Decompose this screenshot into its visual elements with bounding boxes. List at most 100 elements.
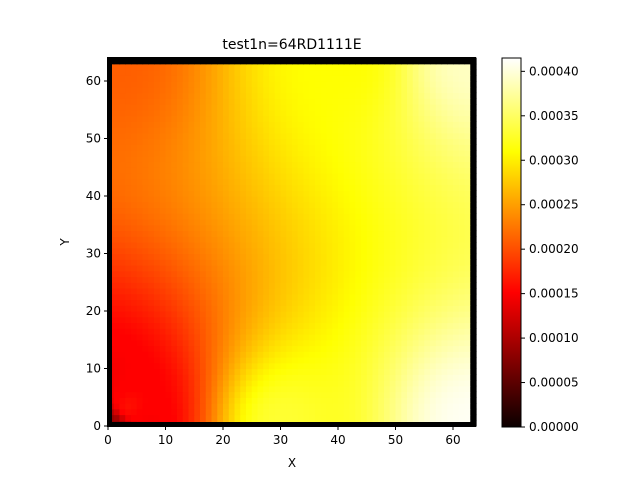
- heatmap-cell: [424, 334, 431, 341]
- heatmap-cell: [131, 322, 138, 329]
- heatmap-cell: [320, 316, 328, 324]
- heatmap-cell: [263, 242, 270, 249]
- heatmap-cell: [211, 155, 218, 163]
- heatmap-cell: [355, 316, 362, 324]
- heatmap-cell: [125, 380, 132, 387]
- heatmap-cell: [464, 253, 471, 260]
- heatmap-cell: [251, 230, 259, 237]
- heatmap-cell: [205, 190, 213, 197]
- heatmap-cell: [441, 259, 448, 266]
- heatmap-cell: [177, 92, 184, 99]
- heatmap-cell: [458, 155, 466, 163]
- heatmap-cell: [447, 92, 454, 99]
- heatmap-cell: [349, 305, 356, 312]
- heatmap-cell: [435, 236, 443, 243]
- heatmap-cell: [297, 190, 305, 197]
- heatmap-cell: [269, 127, 276, 134]
- heatmap-cell: [395, 190, 402, 197]
- heatmap-cell: [366, 236, 374, 243]
- heatmap-cell: [435, 339, 443, 347]
- heatmap-cell: [257, 196, 264, 203]
- heatmap-cell: [378, 178, 385, 186]
- heatmap-cell: [424, 127, 431, 134]
- heatmap-cell: [384, 150, 391, 157]
- heatmap-cell: [326, 374, 333, 381]
- heatmap-cell: [315, 201, 322, 209]
- heatmap-cell: [113, 242, 121, 249]
- heatmap-cell: [326, 293, 333, 301]
- heatmap-cell: [366, 150, 374, 157]
- heatmap-cell: [171, 270, 178, 278]
- heatmap-cell: [228, 69, 236, 76]
- heatmap-cell: [188, 408, 195, 416]
- heatmap-cell: [326, 109, 333, 117]
- heatmap-cell: [338, 224, 345, 232]
- heatmap-cell: [154, 397, 161, 404]
- heatmap-cell: [447, 81, 454, 88]
- heatmap-cell: [228, 190, 236, 197]
- heatmap-cell: [401, 150, 408, 157]
- heatmap-cell: [407, 397, 414, 404]
- heatmap-cell: [131, 293, 138, 301]
- heatmap-cell: [384, 121, 391, 128]
- heatmap-cell: [205, 351, 213, 358]
- heatmap-cell: [217, 328, 224, 335]
- heatmap-cell: [378, 253, 385, 260]
- heatmap-cell: [389, 242, 397, 249]
- heatmap-cell: [223, 201, 230, 209]
- heatmap-cell: [401, 132, 408, 140]
- heatmap-cell: [372, 196, 379, 203]
- heatmap-cell: [205, 368, 213, 375]
- heatmap-cell: [303, 288, 310, 295]
- heatmap-cell: [435, 345, 443, 352]
- heatmap-cell: [159, 351, 167, 358]
- heatmap-cell: [464, 357, 471, 364]
- heatmap-cell: [384, 293, 391, 301]
- heatmap-cell: [297, 81, 305, 88]
- heatmap-cell: [464, 230, 471, 237]
- heatmap-cell: [315, 357, 322, 364]
- heatmap-cell: [332, 385, 339, 393]
- heatmap-cell: [159, 334, 167, 341]
- heatmap-cell: [441, 190, 448, 197]
- heatmap-cell: [171, 196, 178, 203]
- heatmap-cell: [332, 397, 339, 404]
- heatmap-cell: [332, 288, 339, 295]
- heatmap-cell: [159, 293, 167, 301]
- heatmap-cell: [188, 132, 195, 140]
- heatmap-cell: [441, 276, 448, 283]
- heatmap-cell: [177, 63, 184, 71]
- heatmap-cell: [315, 219, 322, 226]
- heatmap-cell: [240, 75, 247, 82]
- heatmap-cell: [171, 144, 178, 151]
- heatmap-cell: [217, 213, 224, 220]
- heatmap-cell: [366, 104, 374, 111]
- heatmap-cell: [119, 69, 126, 76]
- heatmap-cell: [464, 132, 471, 140]
- heatmap-cell: [303, 368, 310, 375]
- heatmap-cell: [251, 276, 259, 283]
- heatmap-cell: [257, 316, 264, 324]
- heatmap-cell: [355, 391, 362, 398]
- heatmap-cell: [148, 242, 155, 249]
- heatmap-cell: [384, 213, 391, 220]
- heatmap-cell: [384, 380, 391, 387]
- heatmap-cell: [148, 190, 155, 197]
- heatmap-cell: [182, 115, 190, 122]
- heatmap-cell: [424, 115, 431, 122]
- heatmap-cell: [412, 403, 420, 410]
- heatmap-cell: [200, 334, 207, 341]
- heatmap-cell: [182, 253, 190, 260]
- heatmap-cell: [401, 201, 408, 209]
- heatmap-cell: [309, 403, 316, 410]
- heatmap-cell: [303, 236, 310, 243]
- heatmap-cell: [343, 201, 351, 209]
- heatmap-cell: [395, 69, 402, 76]
- heatmap-cell: [349, 184, 356, 191]
- heatmap-cell: [430, 247, 437, 255]
- heatmap-cell: [372, 167, 379, 174]
- heatmap-cell: [418, 150, 425, 157]
- heatmap-cell: [407, 299, 414, 306]
- heatmap-cell: [441, 362, 448, 370]
- heatmap-cell: [228, 63, 236, 71]
